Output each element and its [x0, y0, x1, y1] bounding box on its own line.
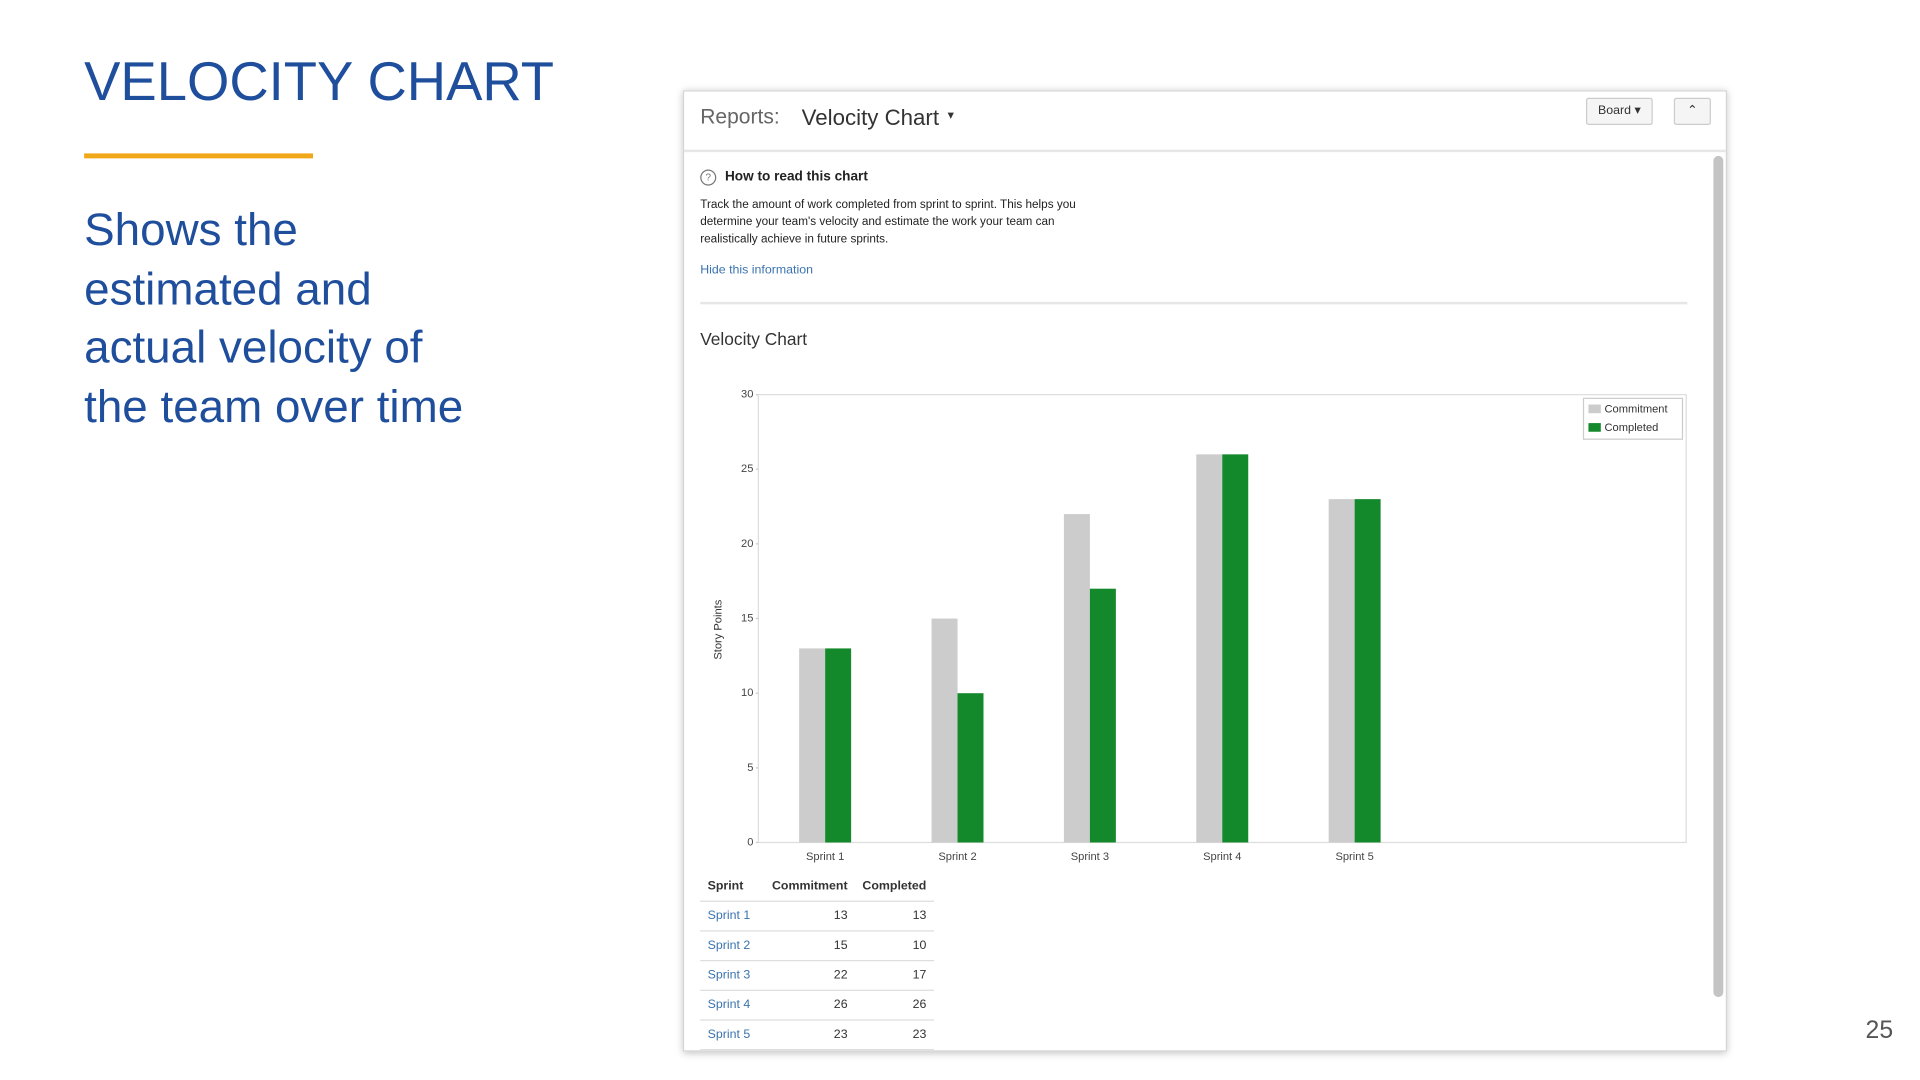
x-tick-label: Sprint 5	[1335, 851, 1373, 863]
table-row: Sprint 5 23 23	[700, 1019, 934, 1051]
table-cell: 23	[764, 1019, 855, 1051]
y-tick-label: 30	[741, 389, 753, 401]
bar	[1222, 454, 1249, 843]
table-cell: 17	[854, 960, 934, 991]
legend-label: Commitment	[1605, 403, 1669, 415]
sprint-link[interactable]: Sprint 4	[700, 990, 765, 1021]
table-row: Sprint 1 13 13	[700, 901, 934, 932]
table-cell: 13	[764, 901, 855, 932]
x-tick-label: Sprint 4	[1203, 851, 1241, 863]
title-rule	[84, 153, 313, 159]
table-header-row: Sprint Commitment Completed	[700, 872, 934, 902]
table-row: Sprint 4 26 26	[700, 990, 934, 1021]
bar	[1063, 514, 1090, 843]
board-button-label[interactable]: Board	[1598, 103, 1632, 118]
table-cell: 22	[764, 960, 855, 991]
header-label: Reports:	[700, 105, 780, 129]
sprint-link[interactable]: Sprint 5	[700, 1019, 765, 1051]
data-table: Sprint Commitment Completed Sprint 1 13 13 Spr…	[700, 872, 934, 1051]
info-title: How to read this chart	[724, 169, 868, 185]
screenshot-panel: Reports: Velocity Chart ▾ Board ▾ ⌃ ? Ho…	[682, 90, 1728, 1052]
bar	[1196, 454, 1223, 843]
info-text: Track the amount of work completed from …	[700, 197, 1076, 249]
x-tick-label: Sprint 1	[806, 851, 844, 863]
table-cell: 23	[854, 1019, 934, 1051]
table-cell: 26	[764, 990, 855, 1021]
info-link[interactable]: Hide this information	[700, 263, 813, 278]
x-tick-label: Sprint 3	[1071, 851, 1109, 863]
legend-swatch	[1588, 423, 1601, 432]
y-tick-label: 0	[747, 836, 753, 848]
table-cell: 10	[854, 930, 934, 962]
bar	[1089, 588, 1116, 843]
bar	[931, 618, 958, 843]
body-line: actual velocity of	[84, 321, 423, 373]
bar	[957, 693, 984, 843]
sprint-link[interactable]: Sprint 3	[700, 960, 765, 991]
scrollbar[interactable]	[1713, 155, 1724, 998]
help-icon: ?	[700, 169, 717, 186]
bar	[1354, 499, 1381, 843]
info-line: realistically achieve in future sprints.	[700, 232, 889, 247]
collapse-button[interactable]: ⌃	[1673, 97, 1711, 125]
chart: 0 5 10 15 20 25 30 Story Points Sprint 1 Sprint 2…	[713, 389, 1687, 863]
sprint-link[interactable]: Sprint 1	[700, 901, 765, 932]
y-axis-label: Story Points	[713, 599, 725, 659]
table-header: Sprint	[700, 872, 765, 902]
body-line: the team over time	[84, 380, 464, 432]
y-tick-label: 5	[747, 762, 753, 774]
info-line: Track the amount of work completed from …	[700, 197, 1076, 212]
y-tick-label: 25	[741, 463, 753, 475]
legend-swatch	[1588, 404, 1601, 414]
report-name[interactable]: Velocity Chart	[801, 105, 940, 130]
table-cell: 15	[764, 930, 855, 962]
body-line: Shows the	[84, 204, 298, 255]
info-line: determine your team's velocity and estim…	[700, 215, 1055, 229]
table-cell: 26	[854, 990, 934, 1021]
table-row: Sprint 3 22 17	[700, 960, 934, 991]
bar	[799, 648, 826, 843]
separator	[700, 301, 1688, 305]
body-line: estimated and	[84, 262, 372, 314]
bar	[825, 648, 852, 843]
sprint-link[interactable]: Sprint 2	[700, 930, 765, 962]
slide-body: Shows the estimated and actual velocity …	[84, 200, 463, 435]
report-header: Reports: Velocity Chart ▾ Board ▾ ⌃	[684, 92, 1726, 153]
y-tick-label: 15	[741, 612, 753, 624]
table-header: Completed	[854, 872, 934, 902]
legend-label: Completed	[1605, 422, 1659, 434]
table-row: Sprint 2 15 10	[700, 930, 934, 962]
board-button[interactable]: Board ▾	[1585, 97, 1653, 125]
y-tick-label: 20	[741, 538, 753, 550]
chart-title: Velocity Chart	[700, 329, 808, 349]
y-tick-label: 10	[741, 687, 753, 699]
bar	[1328, 499, 1355, 843]
table-cell: 13	[854, 901, 934, 932]
page-number: 25	[1865, 1016, 1894, 1045]
table-header: Commitment	[764, 872, 855, 902]
slide-title: VELOCITY CHART	[84, 51, 554, 113]
dropdown-icon[interactable]: ▾	[947, 108, 954, 123]
x-tick-label: Sprint 2	[938, 851, 976, 863]
